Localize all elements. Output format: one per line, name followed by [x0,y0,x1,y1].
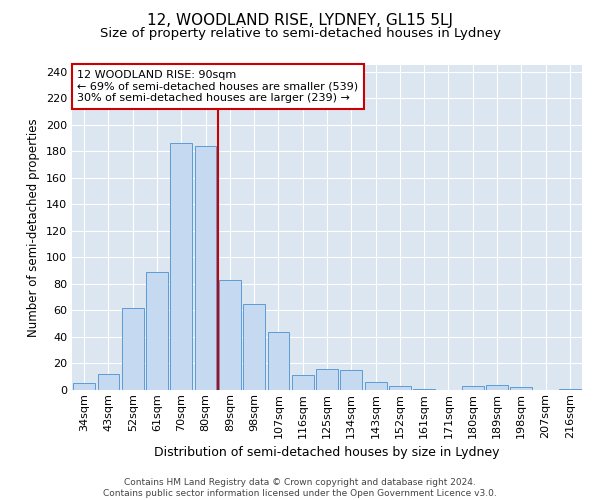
Text: Contains HM Land Registry data © Crown copyright and database right 2024.
Contai: Contains HM Land Registry data © Crown c… [103,478,497,498]
Text: 12, WOODLAND RISE, LYDNEY, GL15 5LJ: 12, WOODLAND RISE, LYDNEY, GL15 5LJ [147,12,453,28]
Text: 12 WOODLAND RISE: 90sqm
← 69% of semi-detached houses are smaller (539)
30% of s: 12 WOODLAND RISE: 90sqm ← 69% of semi-de… [77,70,358,103]
Bar [73,384,95,390]
Bar [340,370,362,390]
Bar [511,388,532,390]
Bar [413,388,435,390]
Bar [559,388,581,390]
Bar [389,386,411,390]
X-axis label: Distribution of semi-detached houses by size in Lydney: Distribution of semi-detached houses by … [154,446,500,459]
Bar [292,376,314,390]
Bar [122,308,143,390]
Bar [170,144,192,390]
Bar [97,374,119,390]
Text: Size of property relative to semi-detached houses in Lydney: Size of property relative to semi-detach… [100,28,500,40]
Bar [316,369,338,390]
Bar [462,386,484,390]
Bar [243,304,265,390]
Bar [219,280,241,390]
Bar [146,272,168,390]
Y-axis label: Number of semi-detached properties: Number of semi-detached properties [28,118,40,337]
Bar [194,146,217,390]
Bar [365,382,386,390]
Bar [268,332,289,390]
Bar [486,384,508,390]
